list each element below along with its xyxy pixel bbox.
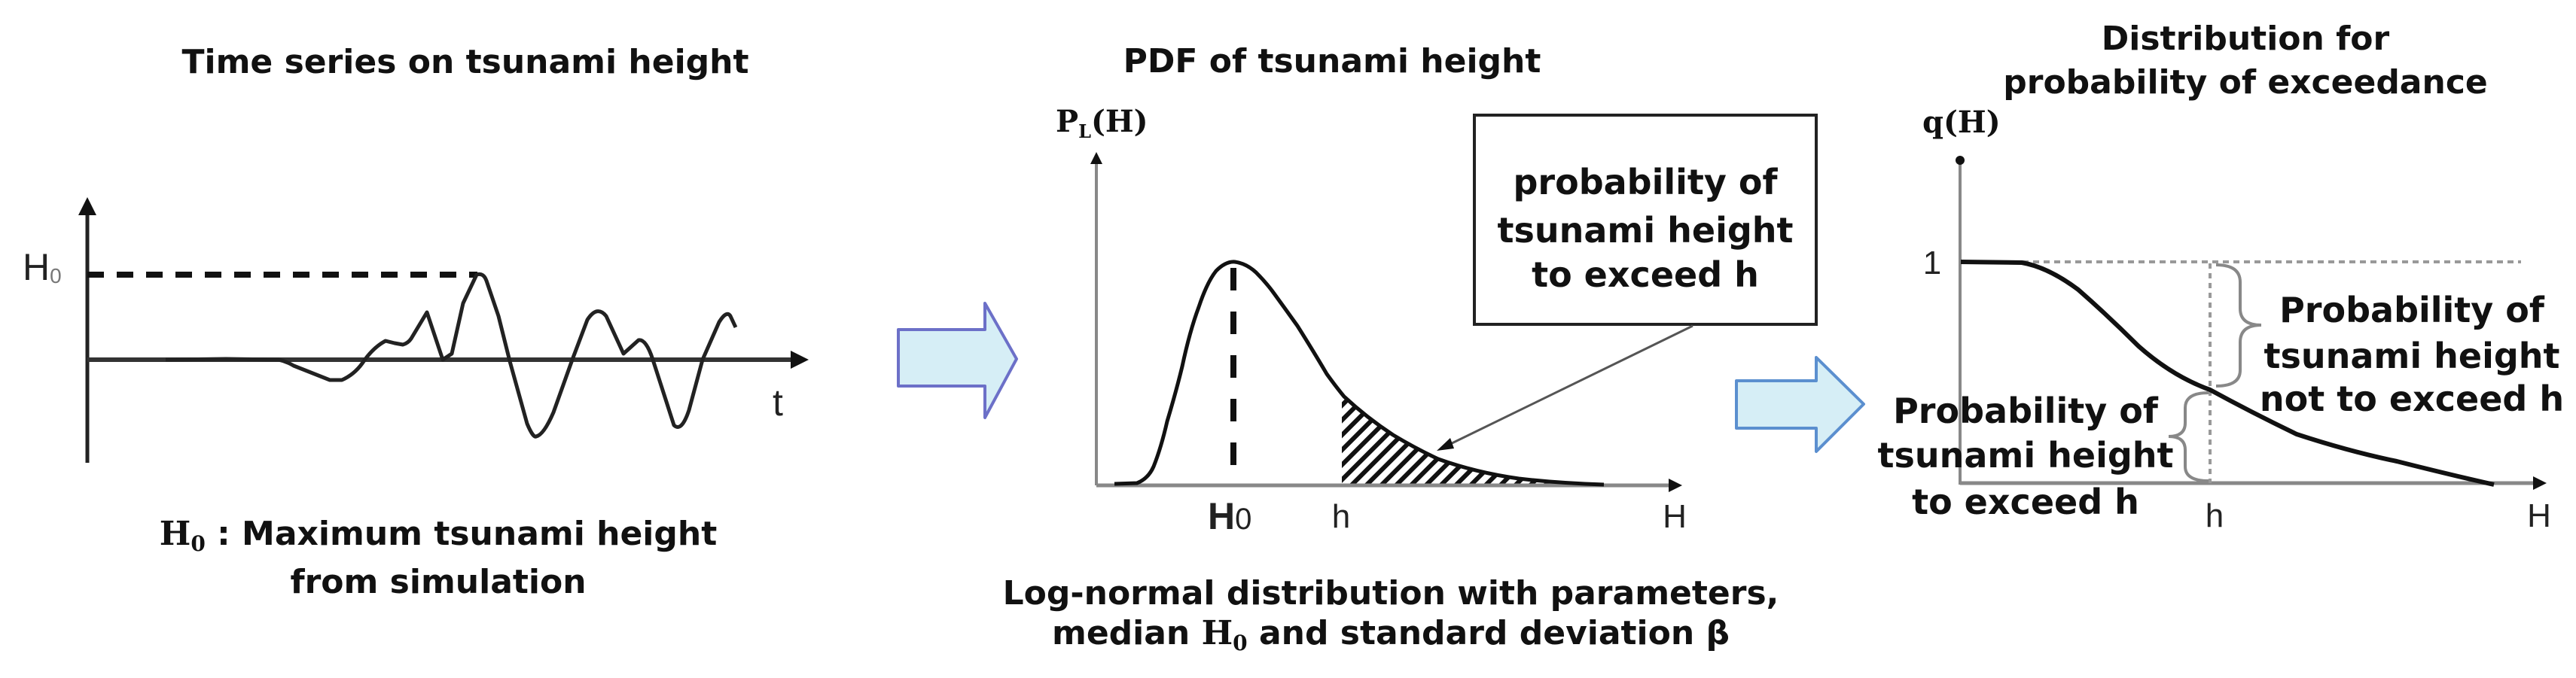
pdf-h-tick-label: h <box>1332 498 1350 535</box>
pdf-y-arrowhead-icon <box>1090 152 1102 164</box>
not-exceed-note-line3: not to exceed h <box>2260 379 2564 419</box>
exceedance-curve <box>1960 260 2495 487</box>
exceed-note-line2: tsunami height <box>1878 435 2174 476</box>
y-axis-end-dot-icon <box>1956 156 1965 165</box>
not-exceed-note-line1: Probability of <box>2279 290 2545 330</box>
pdf-title: PDF of tsunami height <box>1123 42 1541 81</box>
callout-line-1: probability of <box>1513 162 1778 202</box>
pdf-x-arrowhead-icon <box>1669 479 1682 492</box>
exceedance-hatched-area <box>1342 397 1602 485</box>
flow-arrow-2-icon <box>1735 356 1865 453</box>
upper-brace-icon <box>2215 263 2262 388</box>
callout-leader-line <box>1445 324 1693 448</box>
exceedance-callout-box <box>1473 114 1818 326</box>
time-series-caption-line2: from simulation <box>290 563 586 601</box>
pdf-x-axis-label: H <box>1663 498 1687 535</box>
pdf-y-axis-label: PL(H) <box>1056 104 1148 142</box>
exceed-note-line1: Probability of <box>1893 391 2159 431</box>
callout-pointer-arrowhead-icon <box>1437 438 1454 451</box>
exceedance-h-tick-label: h <box>2206 497 2224 534</box>
pdf-median-tick-label: H0 <box>1208 495 1251 537</box>
x-axis-arrowhead-icon <box>791 351 809 369</box>
time-series-panel: Time series on tsunami height H0 t H0 : … <box>23 43 809 601</box>
exceedance-y-axis-label: q(H) <box>1922 105 2001 140</box>
exceedance-title-line1: Distribution for <box>2102 20 2390 58</box>
exceedance-title-line2: probability of exceedance <box>2003 63 2488 102</box>
callout-line-3: to exceed h <box>1532 254 1759 295</box>
time-series-title: Time series on tsunami height <box>181 43 748 81</box>
exceed-note-line3: to exceed h <box>1912 482 2139 522</box>
time-series-caption-line1: H0 : Maximum tsunami height <box>160 515 717 556</box>
exceedance-x-axis-label: H <box>2527 497 2551 534</box>
not-exceed-note-line2: tsunami height <box>2264 336 2560 376</box>
exceedance-x-arrowhead-icon <box>2533 476 2547 490</box>
pdf-caption-line2: median H0 and standard deviation β <box>1052 614 1730 655</box>
time-series-h0-label: H0 <box>23 246 62 288</box>
exceedance-panel: Distribution for probability of exceedan… <box>1878 20 2565 534</box>
y-tick-one: 1 <box>1923 245 1941 281</box>
tsunami-wave-series <box>165 272 738 439</box>
pdf-panel: PDF of tsunami height PL(H) H0 h H proba… <box>1003 42 1818 655</box>
y-axis-arrowhead-icon <box>78 197 96 215</box>
lower-brace-icon <box>2168 391 2209 482</box>
flow-arrow-1-icon <box>897 302 1018 419</box>
lognormal-pdf-curve <box>1114 260 1605 487</box>
callout-line-2: tsunami height <box>1498 210 1794 251</box>
time-axis-label: t <box>773 382 783 424</box>
pdf-caption-line1: Log-normal distribution with parameters, <box>1003 574 1779 613</box>
